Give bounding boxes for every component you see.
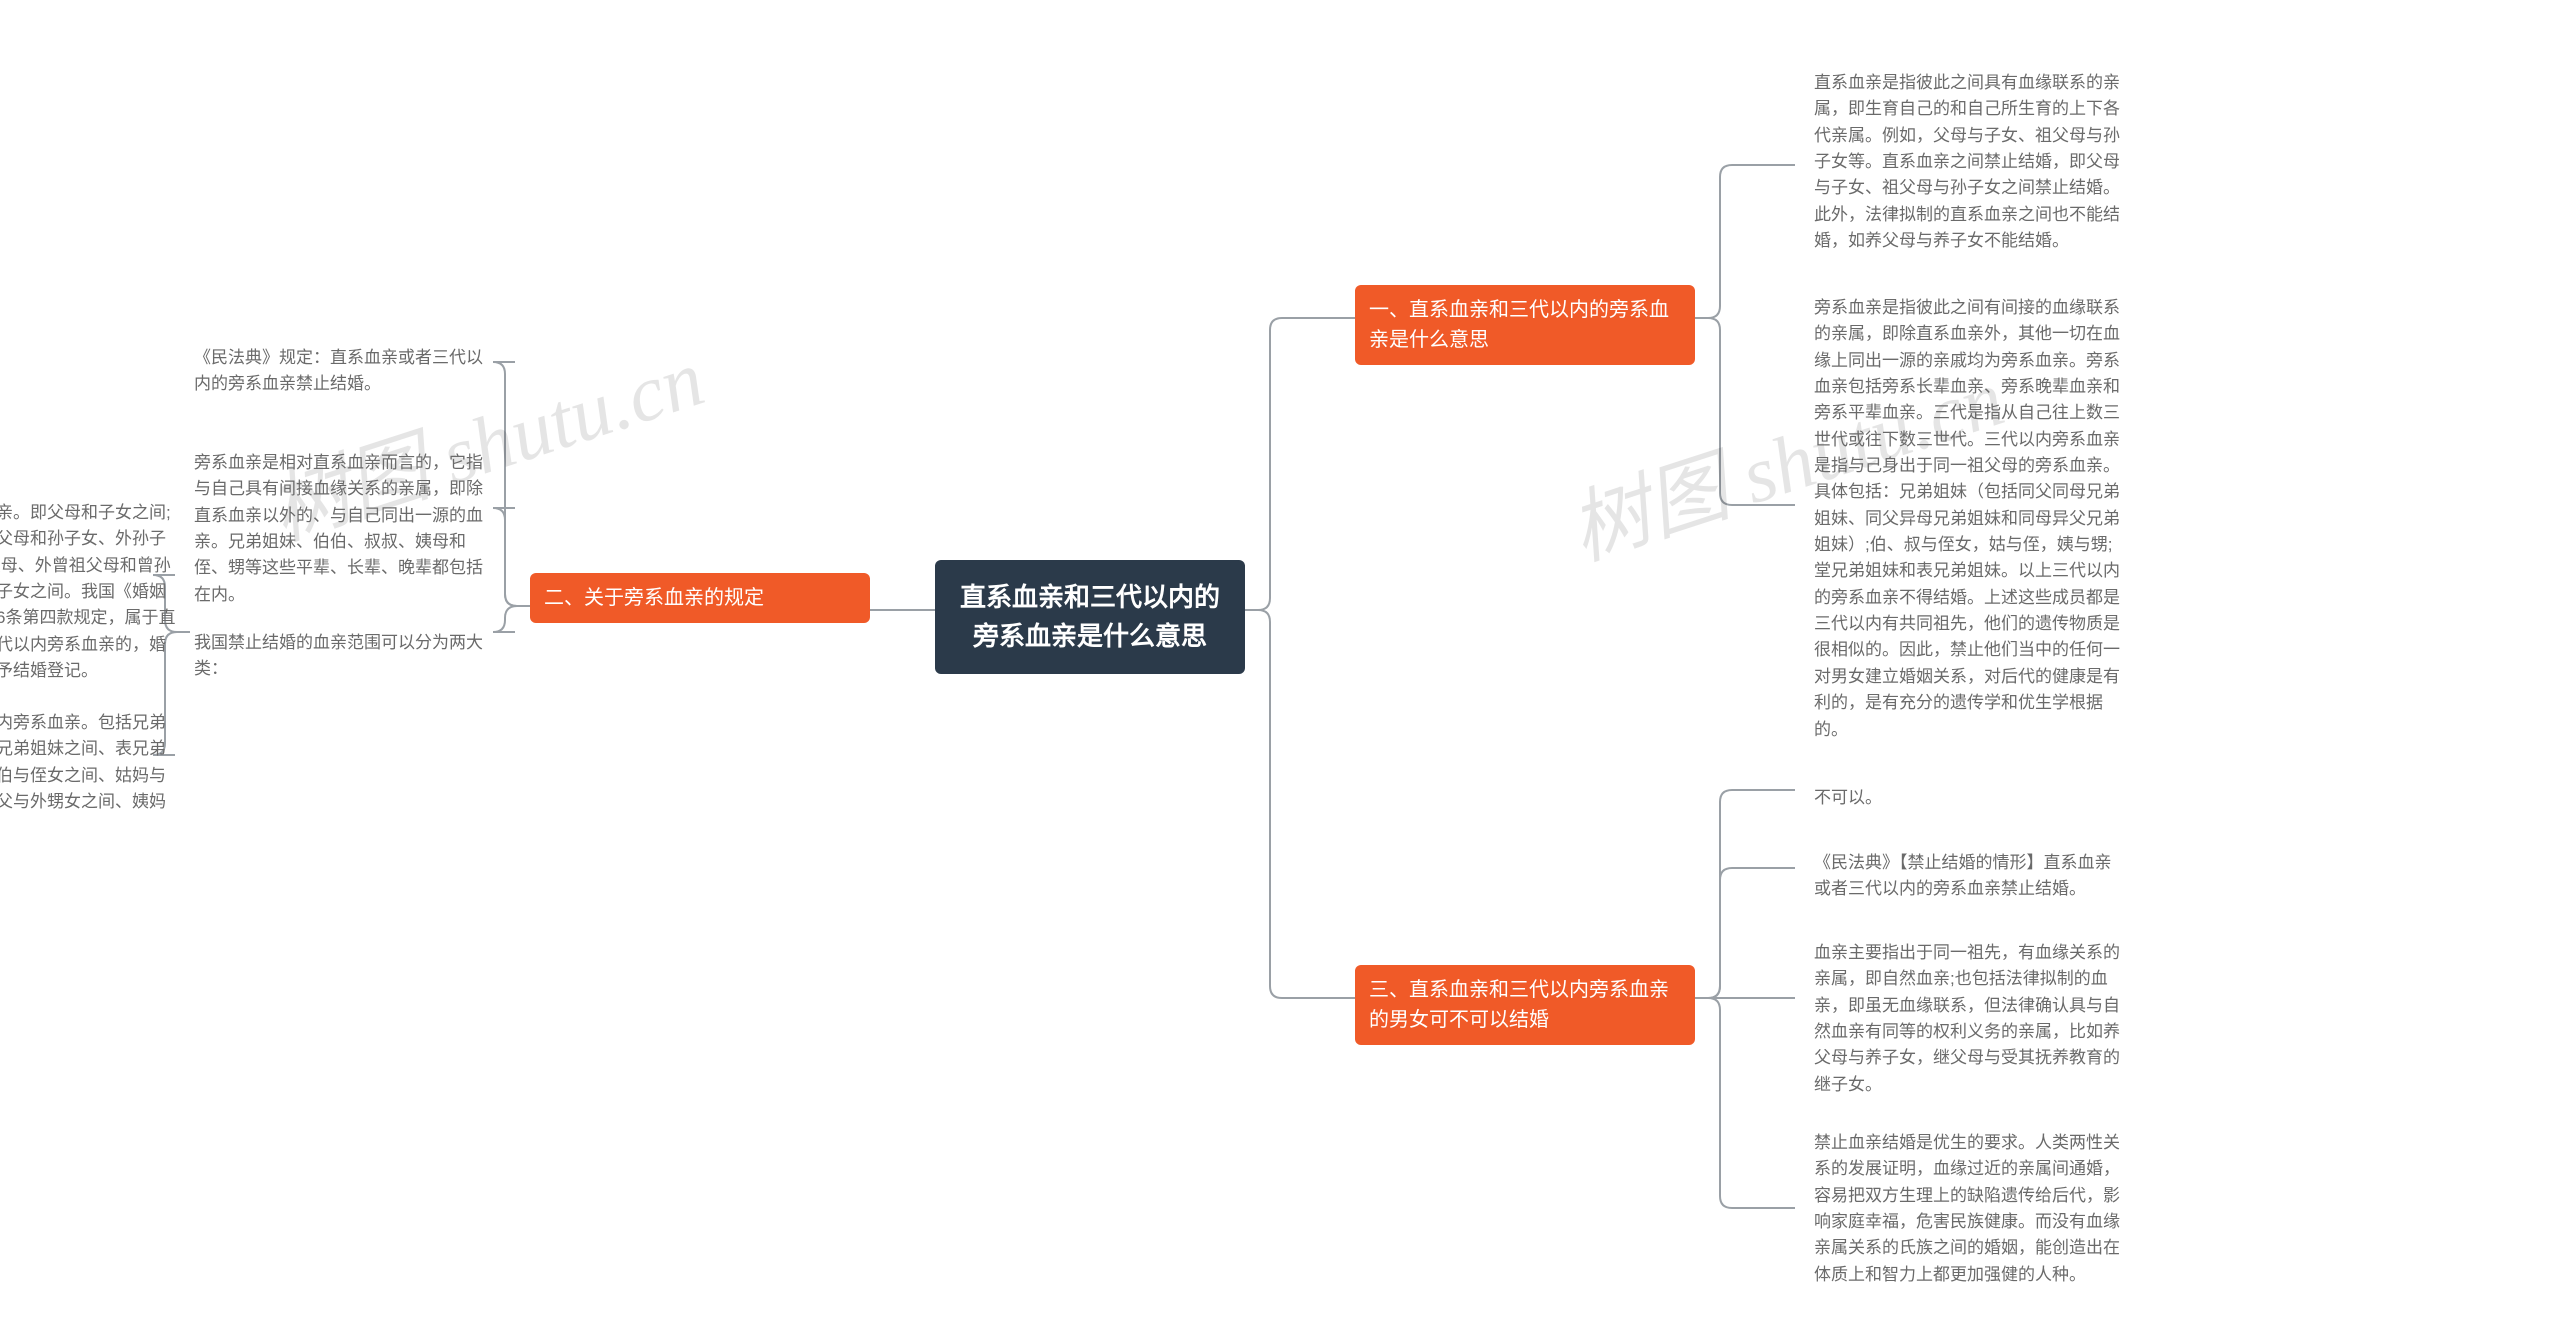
leaf-l-1: 《民法典》规定：直系血亲或者三代以内的旁系血亲禁止结婚。 [180, 335, 510, 408]
leaf-l-2: 旁系血亲是相对直系血亲而言的，它指与自己具有间接血缘关系的亲属，即除直系血亲以外… [180, 440, 510, 618]
leaf-l-sub-1: （一）直系血亲。即父母和子女之间;祖父母、外祖父母和孙子女、外孙子女之意 曾祖父… [0, 490, 190, 694]
leaf-l-sub-2: （二）三代以内旁系血亲。包括兄弟姐妹之间、堂兄弟姐妹之间、表兄弟姐妹之间，叔伯与… [0, 700, 190, 852]
leaf-r2-2: 《民法典》【禁止结婚的情形】直系血亲或者三代以内的旁系血亲禁止结婚。 [1800, 840, 2140, 913]
section-left: 二、关于旁系血亲的规定 [530, 573, 870, 623]
leaf-r2-4: 禁止血亲结婚是优生的要求。人类两性关系的发展证明，血缘过近的亲属间通婚，容易把双… [1800, 1120, 2140, 1298]
section-right-2: 三、直系血亲和三代以内旁系血亲的男女可不可以结婚 [1355, 965, 1695, 1045]
leaf-r1-1: 直系血亲是指彼此之间具有血缘联系的亲属，即生育自己的和自己所生育的上下各代亲属。… [1800, 60, 2140, 264]
leaf-l-3: 我国禁止结婚的血亲范围可以分为两大类： [180, 620, 510, 693]
leaf-r1-2: 旁系血亲是指彼此之间有间接的血缘联系的亲属，即除直系血亲外，其他一切在血缘上同出… [1800, 285, 2140, 753]
root-node: 直系血亲和三代以内的旁系血亲是什么意思 [935, 560, 1245, 674]
section-right-1: 一、直系血亲和三代以内的旁系血亲是什么意思 [1355, 285, 1695, 365]
leaf-r2-1: 不可以。 [1800, 775, 2140, 821]
leaf-r2-3: 血亲主要指出于同一祖先，有血缘关系的亲属，即自然血亲;也包括法律拟制的血亲，即虽… [1800, 930, 2140, 1108]
